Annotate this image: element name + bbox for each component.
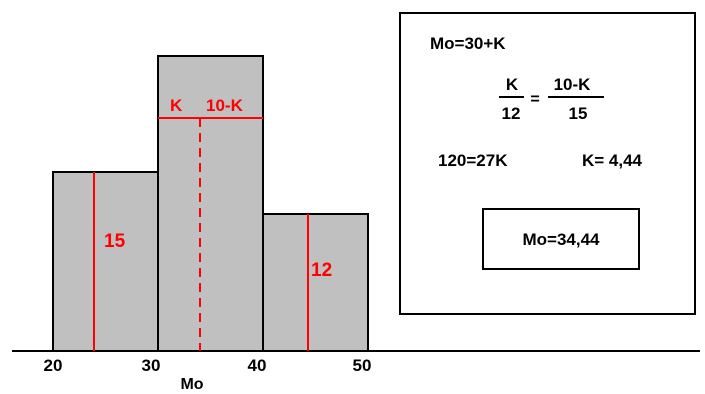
tick-label-30: 30: [142, 356, 161, 375]
tick-label-40: 40: [248, 356, 267, 375]
fraction-equals: =: [530, 91, 539, 108]
fraction-right-numerator: 10-K: [554, 75, 592, 94]
formula-box: [399, 12, 696, 315]
bar-30-40: [157, 55, 264, 352]
split-label-10-k: 10-K: [206, 96, 244, 115]
formula-mode-definition: Mo=30+K: [430, 34, 506, 53]
fraction-left-numerator: K: [506, 75, 519, 94]
tick-label-50: 50: [353, 356, 372, 375]
equation-k-value: K= 4,44: [582, 151, 643, 170]
split-label-k: K: [170, 96, 183, 115]
result-mode-value: Mo=34,44: [522, 230, 600, 249]
mode-axis-label: Mo: [180, 376, 203, 393]
result-box: [482, 208, 640, 270]
fraction-left-denominator: 12: [502, 104, 521, 123]
equation-120-27k: 120=27K: [438, 151, 508, 170]
fraction-right-denominator: 15: [569, 104, 588, 123]
bar-40-50: [262, 213, 369, 352]
tick-label-20: 20: [44, 356, 63, 375]
bar-20-30: [52, 171, 159, 352]
height-label-left: 15: [104, 231, 126, 252]
height-label-right: 12: [311, 260, 332, 281]
